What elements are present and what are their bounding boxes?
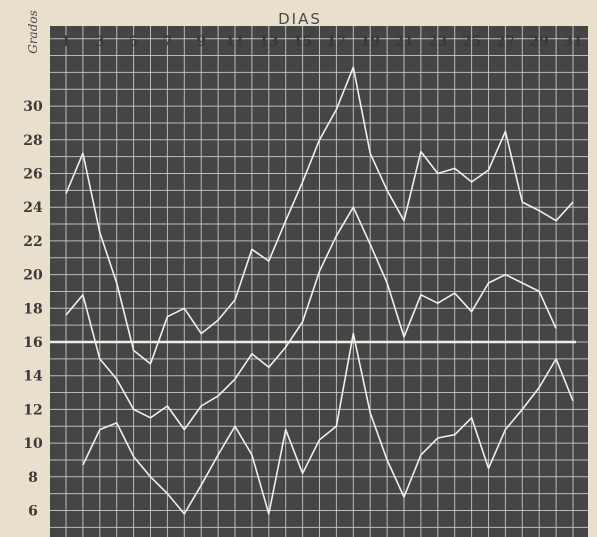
x-axis-label: DIAS xyxy=(278,10,322,28)
x-tick-labels: 1 3 5 7 9 11 13 15 17 19 21 23 25 27 29 31 xyxy=(61,34,583,50)
x-tick-label: 23 xyxy=(428,34,447,50)
y-tick-label: 20 xyxy=(23,268,43,284)
x-tick-label: 29 xyxy=(529,34,548,50)
series-line-2 xyxy=(65,206,557,431)
x-tick-label: 1 xyxy=(61,34,71,50)
series-group xyxy=(65,66,574,515)
x-tick-label: 7 xyxy=(163,34,173,50)
y-tick-label: 6 xyxy=(28,504,38,520)
y-tick-label: 14 xyxy=(23,369,43,385)
x-tick-label: 15 xyxy=(293,34,312,50)
x-tick-label: 9 xyxy=(196,34,206,50)
x-tick-label: 21 xyxy=(394,34,413,50)
y-axis-label: Grados xyxy=(26,10,40,54)
y-tick-label: 18 xyxy=(23,301,42,317)
y-tick-label: 12 xyxy=(23,402,42,418)
x-tick-label: 19 xyxy=(360,34,379,50)
x-tick-label: 27 xyxy=(496,34,515,50)
series-line-3 xyxy=(82,332,574,515)
x-tick-label: 31 xyxy=(563,34,582,50)
y-tick-label: 8 xyxy=(28,470,38,486)
y-tick-label: 24 xyxy=(23,200,43,216)
y-tick-label: 28 xyxy=(23,133,42,149)
x-tick-label: 17 xyxy=(327,34,346,50)
y-tick-label: 16 xyxy=(23,335,42,351)
y-tick-label: 26 xyxy=(23,167,42,183)
x-tick-label: 5 xyxy=(129,34,139,50)
y-tick-label: 22 xyxy=(23,234,42,250)
x-tick-label: 25 xyxy=(462,34,481,50)
y-tick-labels: 6 8 10 12 14 16 18 20 22 24 26 28 30 xyxy=(23,99,43,519)
series-line-1 xyxy=(65,66,574,365)
y-tick-label: 10 xyxy=(23,436,43,452)
y-tick-label: 30 xyxy=(23,99,43,115)
x-tick-label: 3 xyxy=(95,34,105,50)
x-tick-label: 11 xyxy=(225,34,244,50)
grid xyxy=(50,26,588,537)
x-tick-label: 13 xyxy=(259,34,278,50)
